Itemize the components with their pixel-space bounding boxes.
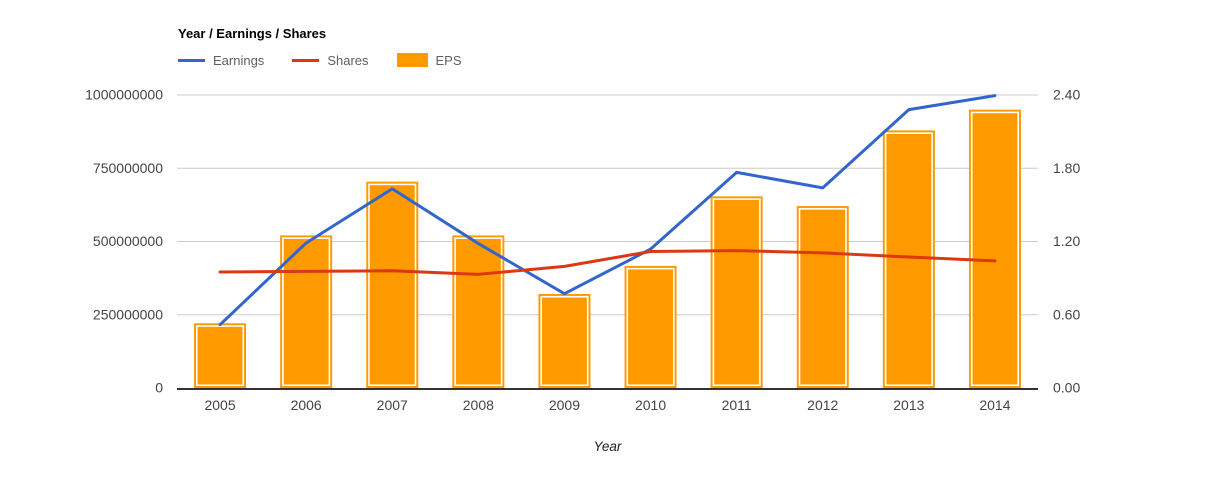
x-axis-tick-2011: 2011 [722,397,752,413]
x-axis-tick-2012: 2012 [807,397,838,413]
eps-bar-inner-border [798,208,847,387]
eps-bar-inner-border [970,111,1020,387]
right-axis-tick: 1.80 [1053,160,1080,176]
eps-bar-inner-border [712,198,761,387]
x-axis-tick-2010: 2010 [635,397,666,413]
x-axis-tick-2013: 2013 [893,397,924,413]
eps-bar-2009[interactable] [538,293,591,388]
left-axis-tick: 750000000 [93,160,163,176]
eps-bar-2005[interactable] [194,323,247,388]
right-axis-tick: 1.20 [1053,233,1080,249]
legend-label-shares: Shares [327,52,369,68]
eps-bar-inner-border [454,237,503,387]
x-axis-tick-2014: 2014 [979,397,1010,413]
earnings-line-swatch [178,58,205,62]
x-axis-tick-2008: 2008 [463,397,494,413]
legend-label-eps: EPS [435,52,462,68]
legend-item-earnings[interactable]: Earnings [178,53,264,68]
eps-bar-inner-border [282,237,331,387]
shares-line-swatch [292,58,320,62]
eps-bar-2010[interactable] [624,265,677,388]
x-axis-tick-2007: 2007 [377,397,408,413]
left-axis-tick: 0 [155,380,163,396]
eps-bar-inner-border [626,267,675,387]
x-axis-tick-2009: 2009 [549,397,580,413]
right-axis-tick: 0.60 [1053,306,1080,322]
eps-bar-2012[interactable] [796,206,849,388]
right-axis-tick: 2.40 [1053,87,1080,103]
earnings-line[interactable] [218,94,997,327]
x-axis-tick-2006: 2006 [291,397,322,413]
eps-bar-inner-border [368,183,417,387]
left-axis-tick: 250000000 [93,306,163,322]
x-axis-title: Year [593,439,622,454]
legend-item-eps[interactable]: EPS [396,52,462,68]
left-axis-tick: 1000000000 [85,87,163,103]
legend-item-shares[interactable]: Shares [292,52,369,68]
x-axis-tick-2005: 2005 [204,397,235,413]
eps-bar-swatch [396,53,428,67]
eps-bar-2008[interactable] [452,235,505,388]
eps-bar-inner-border [540,295,589,387]
shares-line[interactable] [218,249,997,276]
chart-legend: Earnings Shares EPS [178,52,490,68]
eps-bar-2011[interactable] [710,196,763,388]
eps-bar-2007[interactable] [366,181,419,388]
right-axis-tick: 0.00 [1053,380,1080,396]
legend-label-earnings: Earnings [213,52,265,68]
left-axis-tick: 500000000 [93,233,163,249]
eps-bar-2014[interactable] [968,109,1021,389]
chart-title: Year / Earnings / Shares [178,26,327,41]
